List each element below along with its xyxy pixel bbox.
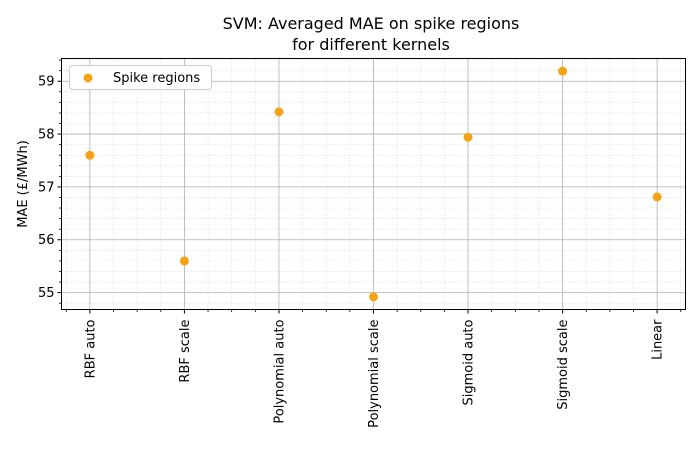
major-gridlines (61, 58, 686, 310)
x-tick-label: Sigmoid auto (462, 319, 477, 405)
y-tick-label: 57 (38, 180, 55, 195)
x-tick-label: RBF auto (83, 319, 98, 378)
chart-title: SVM: Averaged MAE on spike regions for d… (223, 14, 520, 54)
data-point (179, 256, 189, 266)
y-tick-label: 58 (38, 128, 55, 143)
legend-box (69, 65, 212, 90)
data-point (85, 150, 95, 160)
data-point (369, 292, 378, 302)
y-tick-label: 56 (38, 233, 55, 248)
legend: Spike regions (69, 65, 212, 90)
data-points (85, 66, 662, 302)
y-tick-label: 59 (38, 75, 55, 90)
chart-title-line-1: SVM: Averaged MAE on spike regions (223, 14, 520, 33)
x-tick-label: Sigmoid scale (556, 320, 571, 410)
x-tick-label: Polynomial auto (272, 319, 287, 423)
data-point (558, 66, 568, 76)
x-tick-label: RBF scale (178, 320, 193, 383)
y-axis: 55 56 57 58 59 (38, 59, 62, 304)
x-axis: RBF auto RBF scale Polynomial auto Polynomi… (65, 309, 682, 428)
chart-title-line-2: for different kernels (292, 35, 450, 54)
x-tick-label: Polynomial scale (367, 320, 382, 428)
y-tick-label: 55 (38, 286, 55, 301)
y-axis-label: MAE (£/MWh) (16, 140, 31, 228)
data-point (652, 192, 662, 202)
legend-label: Spike regions (113, 71, 200, 86)
legend-marker (83, 73, 93, 83)
data-point (463, 132, 473, 142)
data-point (274, 107, 284, 117)
x-tick-label: Linear (651, 319, 666, 360)
